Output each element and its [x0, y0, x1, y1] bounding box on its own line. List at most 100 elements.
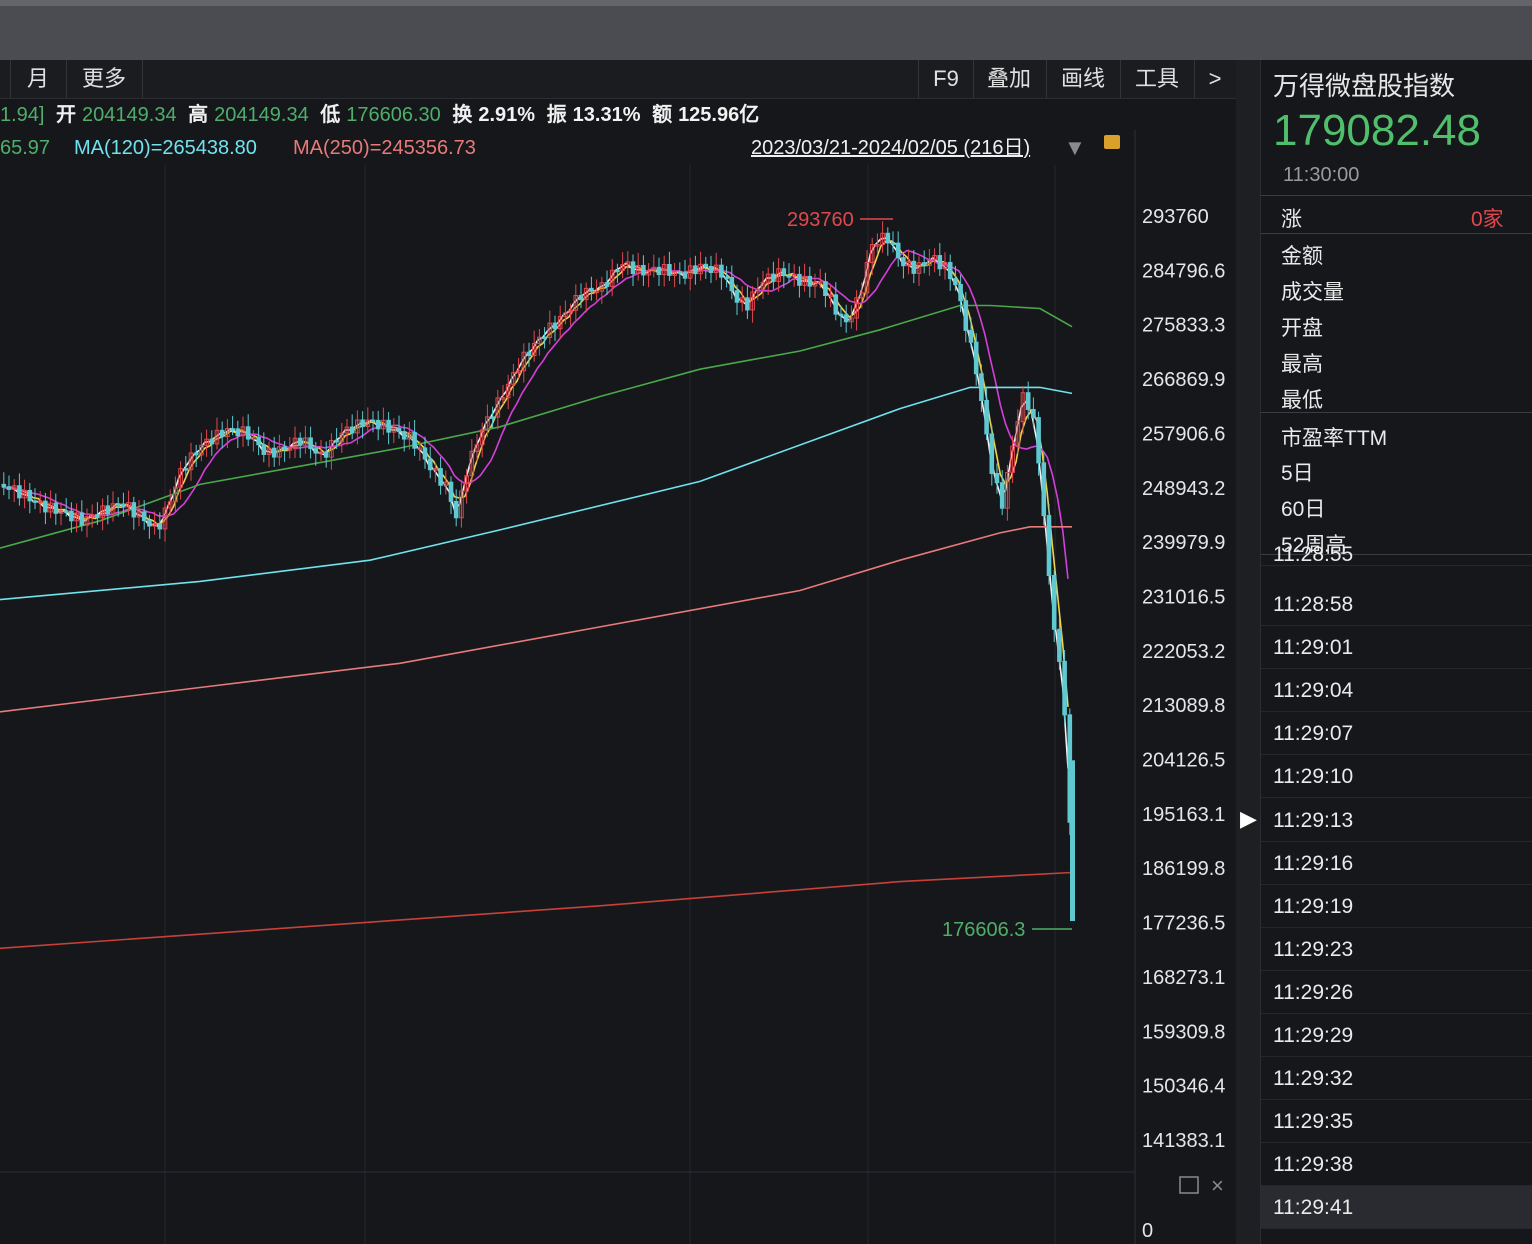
candle-body	[781, 268, 787, 277]
candle-body	[609, 269, 615, 287]
candle-body	[370, 419, 376, 423]
candle-body	[17, 485, 22, 499]
candle-body	[854, 297, 859, 319]
ma120-legend: MA(120)=265438.80	[74, 137, 257, 159]
panel-splitter[interactable]: ▶	[1236, 60, 1260, 1244]
lock-icon[interactable]	[1104, 135, 1120, 149]
candle-body	[355, 419, 360, 434]
tick-time-row[interactable]: 11:29:19	[1261, 885, 1532, 928]
candle-body	[1015, 421, 1021, 447]
chart-toolbar: 月 更多 F9 叠加 画线 工具 >	[0, 60, 1237, 99]
tick-time-row[interactable]: 11:29:10	[1261, 755, 1532, 799]
candle-body	[11, 485, 17, 490]
y-tick-label: 150346.4	[1142, 1076, 1225, 1098]
candle-body	[63, 510, 69, 513]
candle-body	[755, 288, 761, 293]
candle-body	[74, 512, 79, 522]
tool-draw-line[interactable]: 画线	[1046, 60, 1121, 98]
candle-body	[386, 419, 391, 433]
candle-body	[214, 429, 220, 445]
candle-body	[927, 259, 932, 266]
candle-body	[27, 489, 33, 502]
tick-time-row[interactable]: 11:29:04	[1261, 669, 1532, 713]
open-label: 开	[56, 104, 77, 126]
candle-body	[375, 419, 381, 430]
field-amount: 金额	[1281, 245, 1323, 268]
candle-body	[334, 440, 339, 443]
tick-time-row[interactable]: 11:29:16	[1261, 842, 1532, 885]
candle-body	[1, 483, 7, 488]
candle-body	[199, 444, 204, 456]
tool-month[interactable]: 月	[10, 60, 67, 98]
candle-body	[193, 452, 199, 456]
date-range-label[interactable]: 2023/03/21-2024/02/05 (216日)	[751, 137, 1031, 159]
rise-value: 0家	[1471, 208, 1504, 231]
tick-time-row[interactable]: 11:29:41	[1261, 1186, 1532, 1230]
candle-body	[1010, 445, 1015, 473]
candle-body	[469, 450, 475, 477]
candle-body	[511, 372, 516, 385]
candle-body	[589, 287, 594, 292]
field-open: 开盘	[1281, 317, 1323, 340]
candle-body	[339, 432, 345, 443]
open-value: 204149.34	[82, 104, 177, 126]
y-tick-label: 248943.2	[1142, 478, 1225, 500]
play-arrow-icon[interactable]: ▶	[1240, 806, 1257, 831]
candle-body	[765, 273, 771, 283]
candle-body	[1031, 408, 1036, 419]
tick-time-row[interactable]: 11:29:38	[1261, 1143, 1532, 1187]
field-low: 最低	[1281, 389, 1323, 412]
tick-time-row[interactable]: 11:29:32	[1261, 1057, 1532, 1101]
tick-time-row[interactable]: 11:29:35	[1261, 1100, 1532, 1144]
candle-body	[739, 297, 745, 303]
low-marker-label: 176606.3	[942, 919, 1025, 941]
tool-overlay[interactable]: 叠加	[972, 60, 1047, 98]
candle-body	[942, 262, 948, 270]
tick-time-row[interactable]: 11:29:13	[1261, 799, 1532, 842]
amount-value: 125.96亿	[678, 104, 760, 126]
candle-body	[1070, 760, 1075, 921]
candle-body	[1041, 462, 1047, 517]
window-restore-icon[interactable]	[1179, 1176, 1199, 1194]
tool-f9[interactable]: F9	[918, 60, 974, 98]
field-pe-ttm: 市盈率TTM	[1281, 427, 1388, 450]
field-60day: 60日	[1281, 498, 1326, 521]
candle-body	[178, 468, 183, 488]
tick-time-row[interactable]: 11:29:23	[1261, 928, 1532, 971]
tool-tools[interactable]: 工具	[1120, 60, 1195, 98]
y-tick-label: 266869.9	[1142, 369, 1225, 391]
candle-body	[349, 426, 355, 434]
tick-time-row[interactable]: 11:28:55	[1261, 544, 1532, 566]
candle-body	[115, 503, 121, 506]
tick-time-row[interactable]: 11:29:01	[1261, 626, 1532, 670]
candle-body	[1036, 417, 1041, 464]
candle-body	[724, 276, 729, 280]
candle-body	[313, 448, 319, 454]
candle-body	[615, 269, 620, 273]
candle-body	[225, 428, 230, 438]
y-tick-label: 284796.6	[1142, 260, 1225, 282]
tick-time-row[interactable]: 11:28:58	[1261, 583, 1532, 626]
candle-body	[667, 263, 672, 276]
tick-time-row[interactable]: 11:29:07	[1261, 712, 1532, 756]
low-value: 176606.30	[346, 104, 441, 126]
candle-body	[219, 429, 225, 438]
candle-body	[417, 447, 423, 450]
candle-body	[968, 329, 974, 343]
tick-time-row[interactable]: 11:29:29	[1261, 1014, 1532, 1057]
tool-item-partial[interactable]	[0, 60, 11, 98]
high-label: 高	[188, 104, 209, 126]
tick-time-row[interactable]: 11:29:26	[1261, 971, 1532, 1014]
triangle-down-icon[interactable]: ▼	[1064, 135, 1086, 160]
candle-body	[188, 452, 194, 471]
field-52wk-high: 52周高	[1281, 534, 1347, 557]
candle-body	[505, 383, 511, 399]
candle-body	[906, 260, 911, 267]
candle-body	[1062, 660, 1067, 716]
y-tick-label: 195163.1	[1142, 804, 1225, 826]
close-icon[interactable]: ×	[1211, 1173, 1224, 1198]
candle-body	[235, 428, 241, 437]
ma-legend-row: 65.97 MA(120)=265438.80 MA(250)=245356.7…	[0, 133, 1140, 163]
candle-body	[771, 273, 776, 282]
tool-more[interactable]: 更多	[66, 60, 143, 98]
